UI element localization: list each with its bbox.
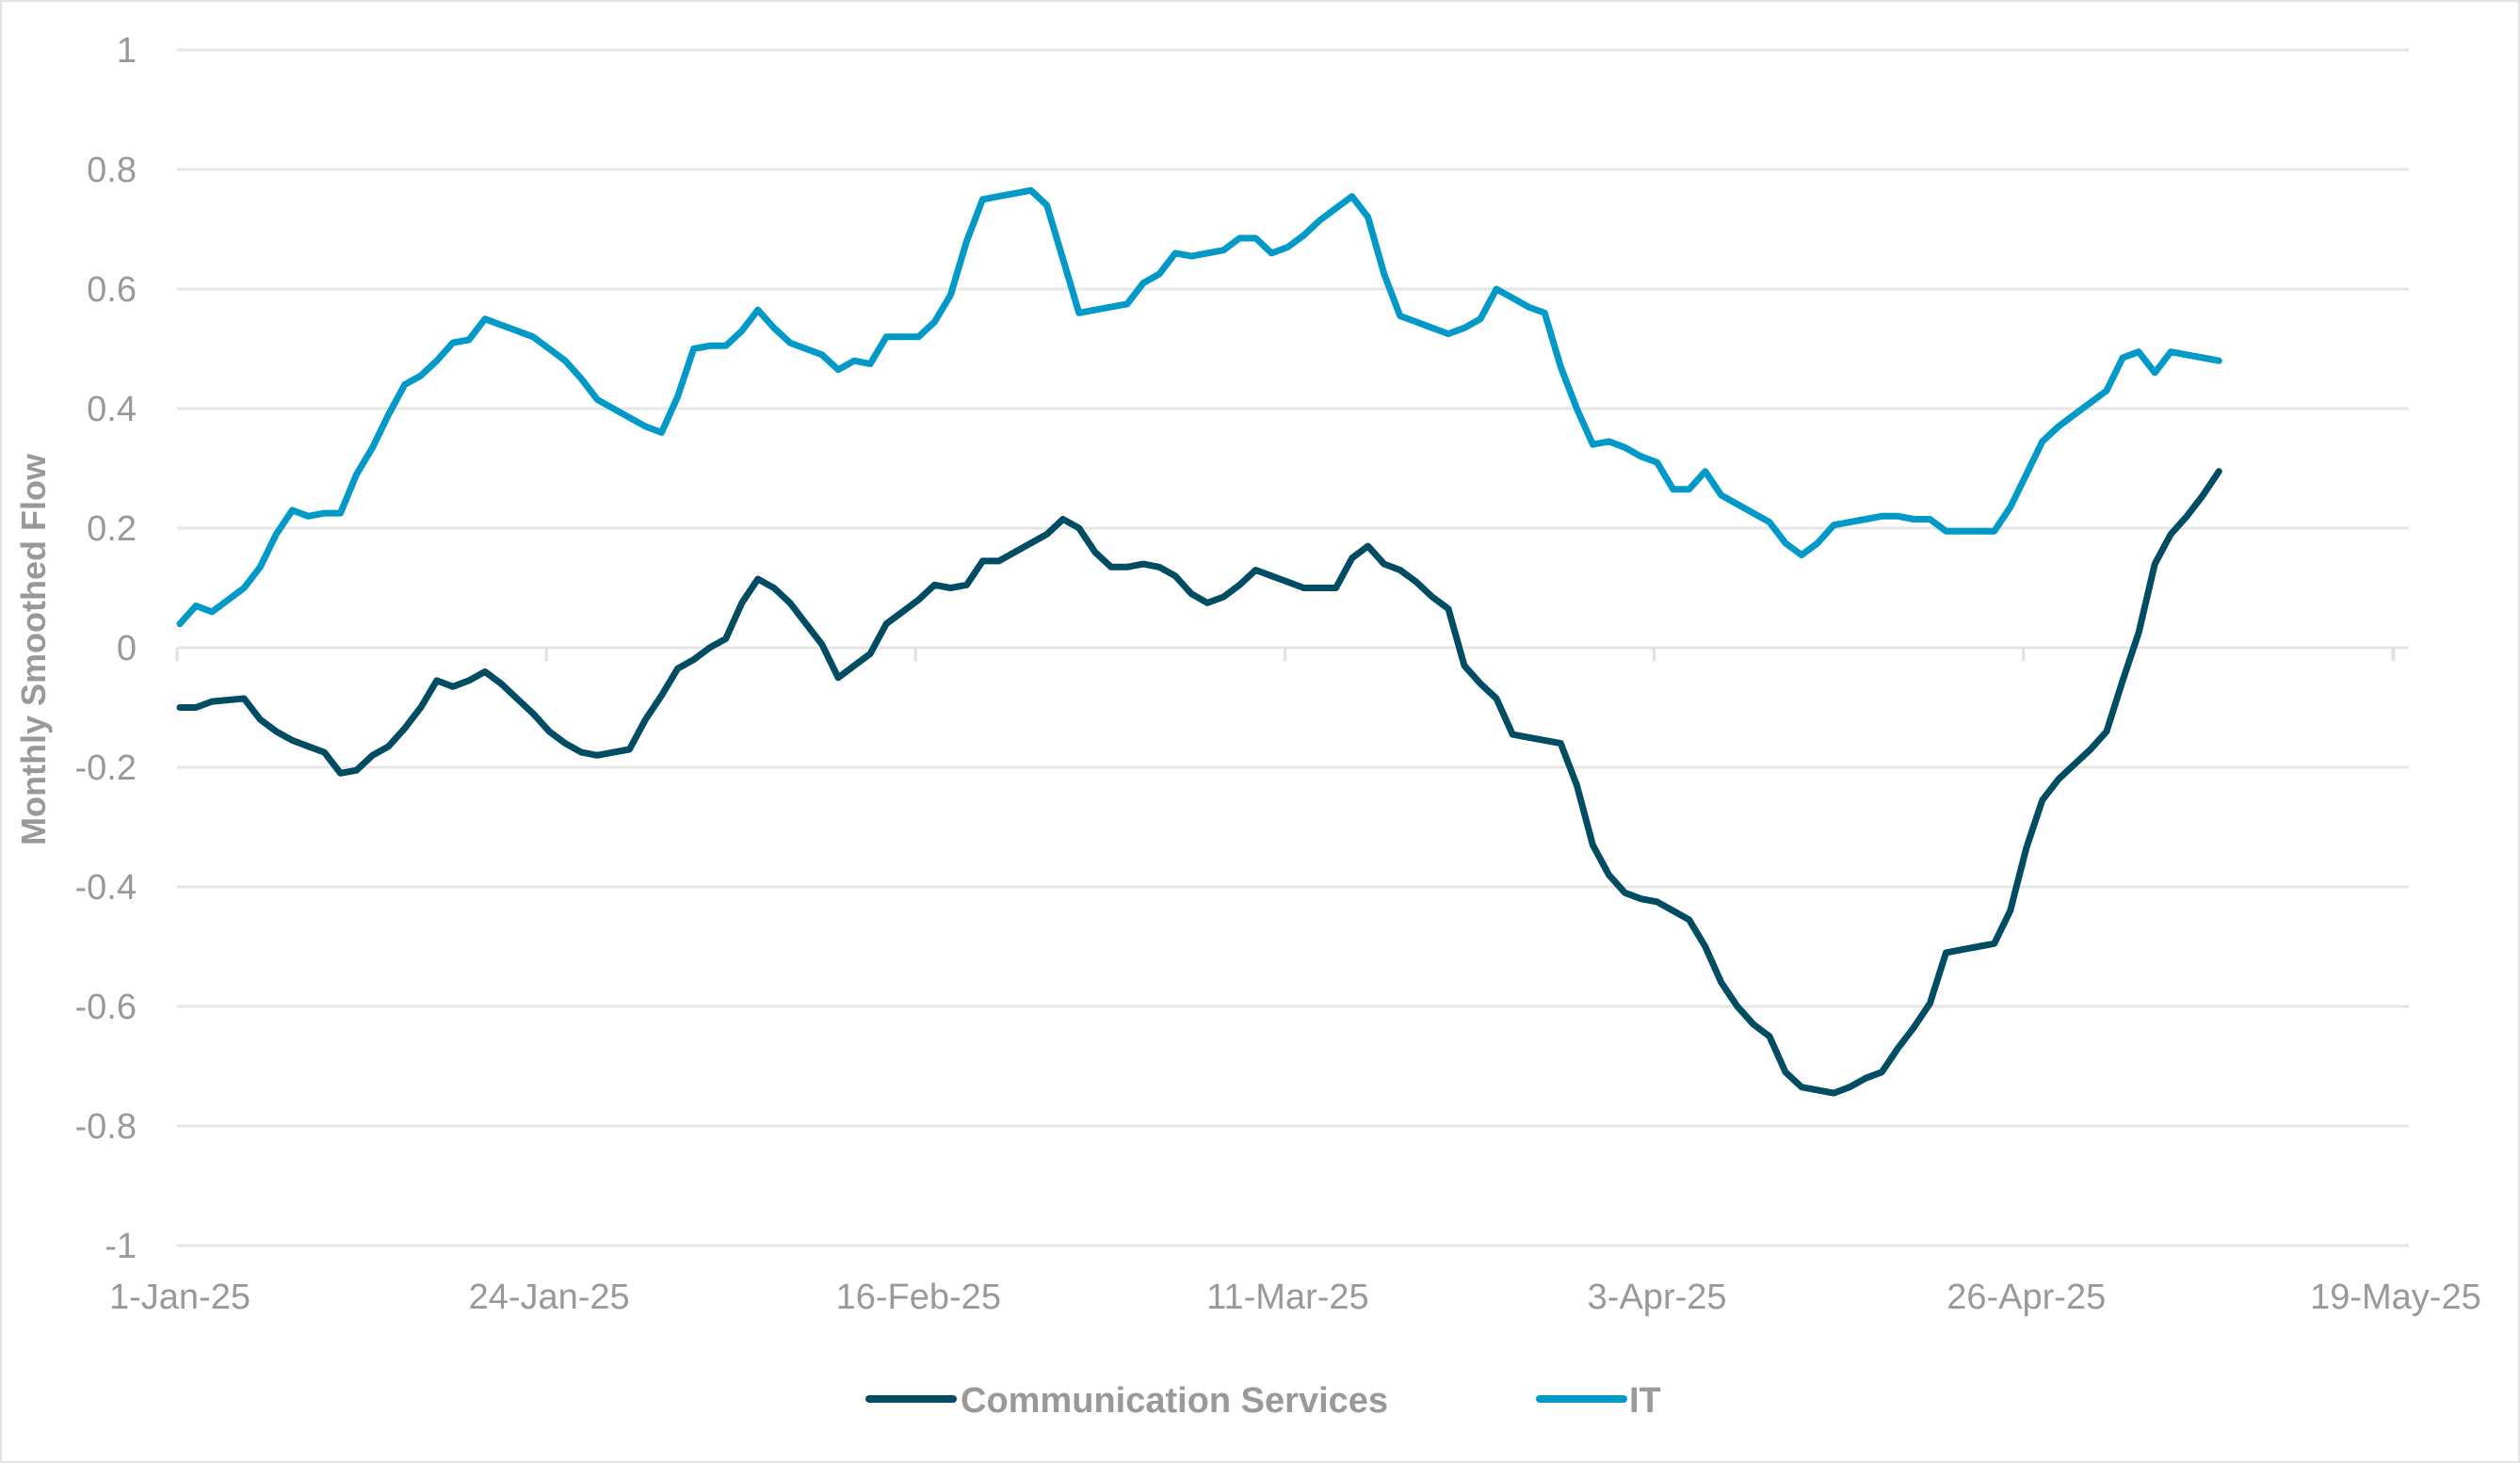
x-tick-label: 1-Jan-25: [109, 1278, 250, 1317]
x-tick-label: 19-May-25: [2310, 1278, 2481, 1317]
y-tick-label: 0: [117, 629, 137, 668]
y-tick-label: -0.6: [75, 988, 137, 1027]
x-axis-tick-labels: 1-Jan-25 24-Jan-25 16-Feb-25 11-Mar-25 3-Apr…: [109, 1278, 2481, 1317]
y-tick-label: 0.4: [87, 390, 137, 429]
y-tick-label: 0.2: [87, 509, 137, 549]
series-lines: [176, 186, 2222, 1097]
x-tick-label: 16-Feb-25: [836, 1278, 1001, 1317]
y-tick-label: -0.4: [75, 868, 137, 908]
y-tick-label: 0.8: [87, 151, 137, 190]
x-tick-label: 3-Apr-25: [1588, 1278, 1727, 1317]
y-tick-label: 1: [117, 31, 137, 71]
series-line-communication-services: [176, 468, 2222, 1097]
legend-label-it: IT: [1629, 1381, 1661, 1421]
y-tick-label: 0.6: [87, 270, 137, 310]
y-axis-title: Monthly Smoothed Flow: [14, 453, 53, 845]
y-tick-label: -1: [105, 1227, 137, 1266]
legend: Communication Services IT: [865, 1381, 1661, 1421]
y-tick-label: -0.2: [75, 748, 137, 788]
legend-label-communication-services: Communication Services: [961, 1381, 1388, 1421]
y-tick-label: -0.8: [75, 1107, 137, 1147]
x-tick-label: 11-Mar-25: [1206, 1278, 1368, 1317]
series-line-it: [176, 186, 2222, 628]
gridlines: [177, 48, 2409, 1247]
x-tick-label: 24-Jan-25: [469, 1278, 630, 1317]
y-axis-tick-labels: 1 0.8 0.6 0.4 0.2 0 -0.2 -0.4 -0.6 -0.8 -1: [75, 31, 137, 1266]
x-tick-label: 26-Apr-25: [1947, 1278, 2106, 1317]
x-axis: [175, 648, 2396, 661]
